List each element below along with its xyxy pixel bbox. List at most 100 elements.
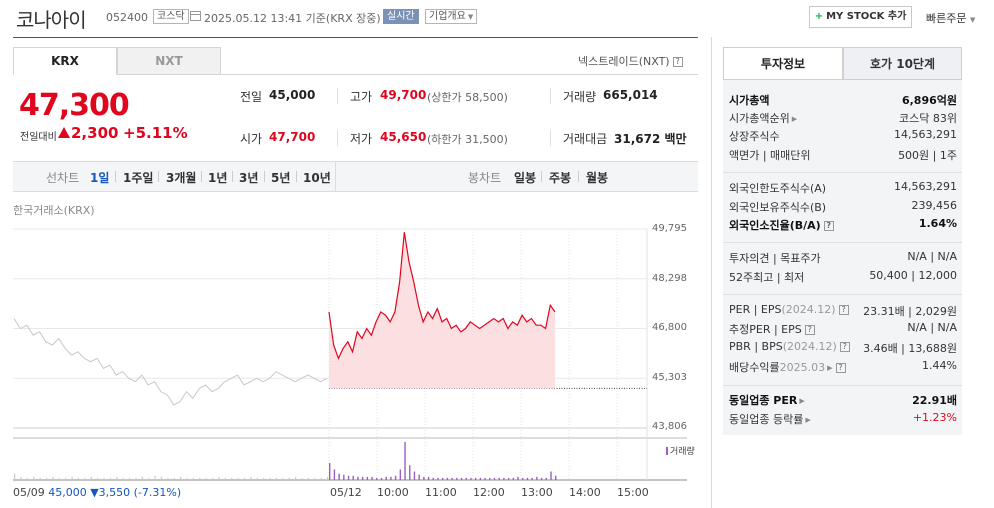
info-row-label: 상장주식수 — [729, 128, 780, 144]
volume-bar-today — [399, 469, 402, 480]
volume-bar-prev-day — [122, 477, 124, 480]
volume-bar-prev-day — [288, 477, 290, 480]
info-row[interactable]: 추정PER | EPS? N/A | N/A — [729, 321, 957, 338]
info-row-label: 시가총액순위 ▶ — [729, 110, 797, 126]
chevron-right-icon[interactable]: ▶ — [791, 115, 798, 123]
volume-bar-prev-day — [97, 477, 99, 480]
info-row[interactable]: 동일업종 PER ▶ 22.91배 — [729, 392, 957, 409]
volume-legend-label: 거래량 — [670, 447, 695, 457]
volume-bar-today — [555, 475, 557, 480]
chevron-right-icon[interactable]: ▶ — [805, 416, 811, 424]
volume-bar-today — [474, 477, 477, 480]
volume-bar-today — [380, 477, 383, 480]
y-tick-label: 45,303 — [652, 372, 687, 383]
chart-title: 한국거래소(KRX) — [13, 204, 95, 217]
info-label-text: 액면가 | 매매단위 — [729, 149, 811, 162]
quick-order-label: 빠른주문 — [926, 12, 967, 25]
info-row: 52주최고 | 최저 50,400 | 12,000 — [729, 269, 957, 286]
volume-bar-prev-day — [231, 477, 233, 480]
series-line-today — [328, 232, 556, 360]
volume-bar-prev-day — [237, 477, 239, 480]
period-monthly-candle-button[interactable]: 월봉 — [586, 171, 609, 185]
period-separator — [158, 171, 159, 182]
period-5y-button[interactable]: 5년 — [271, 171, 291, 185]
prev-close-value: 45,000 — [269, 88, 316, 102]
investment-info-panel — [723, 80, 962, 435]
info-row[interactable]: 배당수익률2025.03 ▶? 1.44% — [729, 359, 957, 376]
info-label-sub: (2024.12) — [781, 303, 836, 316]
period-1d-button[interactable]: 1일 — [90, 171, 110, 185]
volume-bar-today — [451, 477, 453, 480]
info-row[interactable]: 동일업종 등락률 ▶ +1.23% — [729, 411, 957, 428]
info-label-text: 외국인보유주식수(B) — [729, 201, 827, 214]
chevron-down-icon: ▼ — [969, 16, 976, 24]
chevron-right-icon[interactable]: ▶ — [827, 364, 833, 372]
volume-bar-prev-day — [116, 476, 118, 480]
chevron-right-icon[interactable]: ▶ — [799, 397, 805, 405]
volume-bar-prev-day — [275, 477, 278, 480]
period-10y-button[interactable]: 10년 — [303, 171, 331, 185]
info-label-text: 시가총액 — [729, 94, 770, 107]
info-row[interactable]: PBR | BPS(2024.12)? 3.46배 | 13,688원 — [729, 340, 957, 357]
info-row-label: 시가총액 — [729, 92, 769, 108]
info-row[interactable]: 외국인소진율(B/A)? 1.64% — [729, 217, 957, 234]
volume-bar-prev-day — [256, 477, 258, 480]
x-tick-label: 15:00 — [617, 486, 649, 499]
y-tick-label: 43,806 — [652, 421, 687, 432]
period-daily-candle-button[interactable]: 일봉 — [514, 171, 537, 185]
info-row-label: 투자의견 | 목표주가 — [729, 250, 821, 266]
info-label-text: 투자의견 | 목표주가 — [729, 252, 821, 265]
volume-bar-prev-day — [250, 476, 252, 480]
my-stock-add-button[interactable]: + MY STOCK 추가 — [809, 6, 912, 28]
price-chart[interactable] — [13, 220, 698, 488]
help-icon[interactable]: ? — [823, 221, 834, 231]
info-row-value: 코스닥 83위 — [899, 112, 957, 125]
info-row[interactable]: 시가총액순위 ▶ 코스닥 83위 — [729, 110, 957, 127]
volume-bar-today — [493, 477, 496, 480]
volume-bar-today — [479, 477, 482, 480]
period-3y-button[interactable]: 3년 — [239, 171, 259, 185]
help-icon[interactable]: ? — [835, 363, 846, 373]
info-row-label: 52주최고 | 최저 — [729, 269, 804, 285]
info-label-text: PER | EPS — [729, 303, 782, 316]
volume-bar-prev-day — [307, 477, 310, 480]
help-icon[interactable]: ? — [839, 342, 850, 352]
volume-bar-today — [394, 475, 397, 480]
info-row: 상장주식수 14,563,291 — [729, 128, 957, 145]
period-weekly-candle-button[interactable]: 주봉 — [549, 171, 572, 185]
volume-bar-today — [432, 477, 434, 480]
info-row[interactable]: PER | EPS(2024.12)? 23.31배 | 2,029원 — [729, 303, 957, 320]
tab-investment-info[interactable]: 투자정보 — [723, 47, 843, 80]
tab-nxt[interactable]: NXT — [117, 47, 221, 75]
tab-orderbook-10[interactable]: 호가 10단계 — [843, 47, 962, 80]
upper-limit: (상한가 58,500) — [427, 91, 508, 104]
help-icon[interactable]: ? — [804, 325, 815, 335]
help-icon[interactable]: ? — [672, 57, 683, 67]
volume-bar-prev-day — [39, 477, 41, 480]
info-label-sub: (2024.12) — [782, 340, 837, 353]
volume-bar-prev-day — [33, 476, 35, 480]
info-row-value: 6,896억원 — [901, 94, 957, 107]
amount-number: 31,672 — [614, 132, 661, 146]
help-icon[interactable]: ? — [838, 305, 849, 315]
volume-bar-today — [536, 476, 538, 480]
company-overview-dropdown[interactable]: 기업개요 ▼ — [425, 9, 478, 24]
volume-bar-prev-day — [269, 477, 271, 480]
y-tick-label: 49,795 — [652, 223, 687, 234]
period-1w-button[interactable]: 1주일 — [123, 171, 154, 185]
info-row-label: 외국인소진율(B/A)? — [729, 217, 834, 233]
tab-krx[interactable]: KRX — [13, 47, 117, 75]
prev-day-pct: (-7.31%) — [133, 486, 182, 499]
nxt-info-link[interactable]: 넥스트레이드(NXT)? — [578, 53, 683, 69]
period-3m-button[interactable]: 3개월 — [166, 171, 197, 185]
info-row-value: 14,563,291 — [894, 180, 957, 193]
volume-bar-prev-day — [243, 477, 246, 480]
x-tick-label: 10:00 — [377, 486, 409, 499]
quote-separator — [550, 130, 551, 146]
quick-order-link[interactable]: 빠른주문 ▼ — [926, 10, 975, 26]
info-row: 외국인보유주식수(B) 239,456 — [729, 199, 957, 216]
up-triangle-icon — [58, 127, 70, 138]
period-1y-button[interactable]: 1년 — [208, 171, 228, 185]
volume-bar-prev-day — [128, 477, 131, 480]
x-tick-label: 12:00 — [473, 486, 505, 499]
